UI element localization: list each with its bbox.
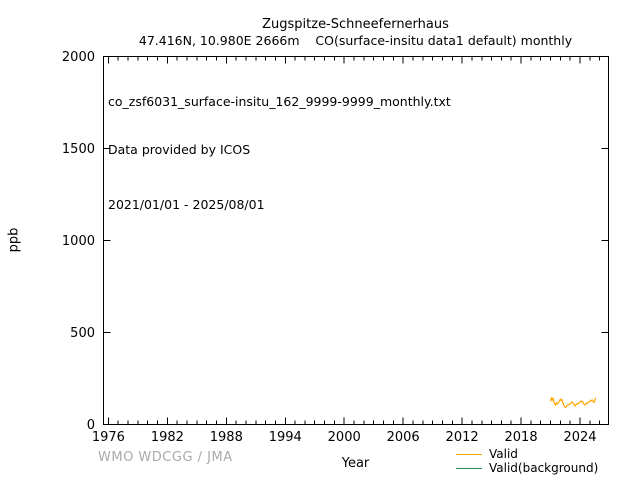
- legend-label-valid-background: Valid(background): [489, 461, 599, 475]
- legend-label-valid: Valid: [489, 447, 518, 461]
- x-tick-label: 1976: [92, 430, 125, 445]
- legend: Valid Valid(background): [456, 447, 598, 475]
- annotation-filename: co_zsf6031_surface-insitu_162_9999-9999_…: [108, 94, 451, 109]
- y-tick-label: 500: [70, 326, 95, 341]
- x-tick-label: 2012: [446, 430, 479, 445]
- legend-item-valid: Valid: [456, 447, 598, 461]
- legend-swatch-valid: [456, 453, 482, 455]
- y-tick-label: 2000: [62, 50, 95, 65]
- x-tick-label: 2024: [563, 430, 596, 445]
- y-axis-label: ppb: [6, 227, 22, 253]
- annotation-date-range: 2021/01/01 - 2025/08/01: [108, 197, 265, 212]
- annotation-provider: Data provided by ICOS: [108, 142, 251, 157]
- watermark: WMO WDCGG / JMA: [98, 450, 233, 465]
- x-tick-label: 2000: [328, 430, 361, 445]
- x-axis-label: Year: [341, 456, 370, 471]
- x-tick-label: 1988: [210, 430, 243, 445]
- y-tick-label: 0: [87, 418, 95, 433]
- x-tick-label: 2006: [387, 430, 420, 445]
- y-tick-label: 1500: [62, 142, 95, 157]
- x-tick-label: 1982: [151, 430, 184, 445]
- legend-item-valid-background: Valid(background): [456, 461, 598, 475]
- legend-swatch-valid-background: [456, 467, 482, 469]
- chart-title: Zugspitze-Schneefernerhaus: [262, 17, 449, 32]
- chart-subtitle: 47.416N, 10.980E 2666m CO(surface-insitu…: [138, 33, 573, 48]
- y-tick-label: 1000: [62, 234, 95, 249]
- x-tick-label: 2018: [505, 430, 538, 445]
- x-tick-label: 1994: [269, 430, 302, 445]
- data-line-valid: [549, 397, 597, 409]
- plot-annotations: co_zsf6031_surface-insitu_162_9999-9999_…: [108, 62, 451, 245]
